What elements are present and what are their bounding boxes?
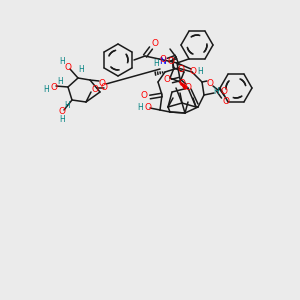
Text: O: O [190, 67, 196, 76]
Text: H: H [153, 59, 159, 68]
Text: O: O [167, 58, 175, 67]
Text: O: O [92, 85, 98, 94]
Text: H: H [137, 103, 143, 112]
Text: O: O [58, 107, 65, 116]
Text: O: O [50, 82, 58, 91]
Text: O: O [140, 92, 148, 100]
Text: N: N [159, 56, 165, 65]
Text: O: O [178, 64, 184, 74]
Text: H: H [78, 65, 84, 74]
Text: O: O [184, 82, 191, 91]
Text: O: O [64, 64, 71, 73]
Text: H: H [43, 85, 49, 94]
Text: O: O [164, 76, 170, 85]
Text: H: H [59, 58, 65, 67]
Text: O: O [145, 103, 152, 112]
Text: H: H [64, 100, 70, 109]
Text: O: O [178, 79, 185, 88]
Text: O: O [160, 55, 167, 64]
Polygon shape [180, 82, 187, 89]
Text: O: O [206, 80, 214, 88]
Text: H: H [59, 116, 65, 124]
Text: O: O [220, 88, 227, 97]
Text: O: O [223, 97, 230, 106]
Text: O: O [98, 80, 106, 88]
Text: O: O [152, 38, 158, 47]
Text: H: H [197, 67, 203, 76]
Text: H: H [213, 88, 219, 97]
Text: H: H [57, 77, 63, 86]
Text: O: O [100, 83, 107, 92]
